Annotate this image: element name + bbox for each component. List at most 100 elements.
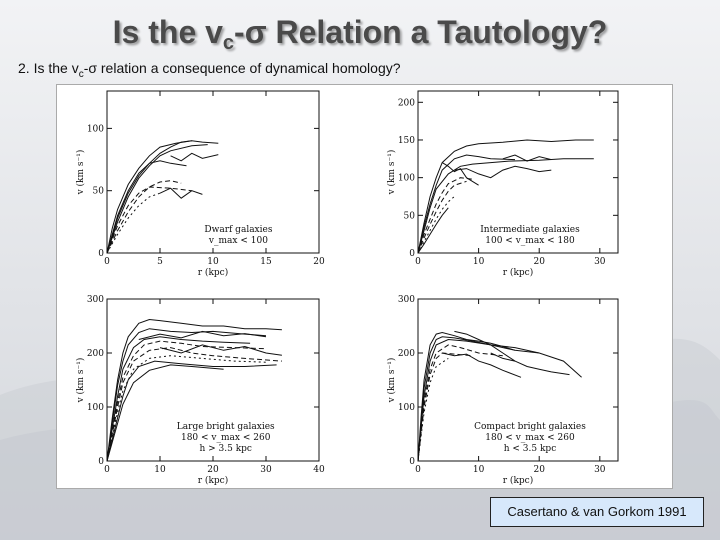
x-axis-label: r (kpc) [503, 475, 533, 486]
rotation-curve-line [417, 331, 516, 462]
x-axis-label: r (kpc) [198, 267, 228, 278]
chart-panel-1: 0 5 10 15 20 0 50 100 r (kpc) v (km s⁻¹) Dwarf gal… [75, 90, 325, 278]
x-axis-label: r (kpc) [503, 267, 533, 278]
rotation-curve-line [159, 344, 282, 356]
x-tick-label: 40 [313, 465, 325, 475]
x-tick-label: 20 [533, 465, 545, 475]
rotation-curve-line [417, 344, 503, 462]
rotation-curve-line [417, 158, 594, 254]
slide-title: Is the vc-σ Relation a Tautology? [112, 14, 608, 54]
panel-annotation: Large bright galaxies [177, 422, 275, 432]
y-tick-label: 50 [404, 211, 416, 221]
y-tick-label: 0 [409, 457, 415, 467]
rotation-curve-line [417, 139, 594, 254]
rotation-curve-line [106, 355, 267, 462]
plot-frame [417, 90, 619, 254]
y-axis-label: v (km s⁻¹) [75, 150, 86, 196]
y-tick-label: 100 [87, 124, 104, 134]
rotation-curve-line [417, 352, 473, 462]
y-axis-label: v (km s⁻¹) [386, 358, 397, 404]
y-tick-label: 0 [409, 249, 415, 259]
rotation-curves-figure: 0 5 10 15 20 0 50 100 r (kpc) v (km s⁻¹) Dwarf gal… [56, 84, 673, 489]
rotation-curve-line [442, 352, 522, 378]
x-tick-label: 20 [533, 257, 545, 267]
y-tick-label: 50 [93, 187, 105, 197]
slide-subtitle: 2. Is the vc-σ relation a consequence of… [18, 60, 401, 80]
x-tick-label: 10 [207, 257, 219, 267]
rotation-curve-line [138, 330, 267, 340]
rotation-curve-line [417, 338, 582, 462]
rotation-curve-line [417, 207, 449, 254]
x-tick-label: 30 [594, 257, 606, 267]
y-axis-label: v (km s⁻¹) [75, 358, 86, 404]
chart-panel-3: 0 10 20 30 40 0 100 200 300 r (kpc) v (km s⁻¹) Larg… [75, 295, 325, 486]
y-tick-label: 200 [398, 98, 415, 108]
rotation-curve-line [170, 152, 219, 162]
rotation-curve-line [106, 336, 251, 462]
plot-frame [417, 298, 619, 462]
rotation-curve-line [159, 187, 203, 199]
rotation-curve-line [106, 328, 267, 462]
rotation-curve-line [106, 360, 277, 462]
rotation-curve-line [106, 186, 192, 254]
panel-annotation: 180 < v_max < 260 [485, 433, 575, 443]
rotation-curve-line [417, 177, 473, 254]
y-tick-label: 300 [398, 295, 415, 305]
rotation-curve-line [106, 160, 187, 254]
rotation-curve-line [417, 180, 467, 254]
panel-annotation: 100 < v_max < 180 [485, 236, 575, 246]
x-tick-label: 10 [154, 465, 166, 475]
rotation-curve-line [106, 192, 161, 254]
x-tick-label: 20 [313, 257, 325, 267]
rotation-curve-line [490, 352, 570, 376]
x-tick-label: 30 [260, 465, 272, 475]
y-tick-label: 0 [98, 457, 104, 467]
rotation-curve-line [454, 165, 552, 179]
panel-annotation: h > 3.5 kpc [199, 444, 252, 454]
rotation-curve-line [106, 318, 282, 462]
rotation-curve-line [417, 357, 449, 462]
rotation-curve-line [454, 330, 516, 362]
y-axis-label: v (km s⁻¹) [386, 150, 397, 196]
x-axis-label: r (kpc) [198, 475, 228, 486]
rotation-curve-line [417, 154, 516, 254]
y-tick-label: 100 [87, 403, 104, 413]
x-tick-label: 20 [207, 465, 219, 475]
y-tick-label: 300 [87, 295, 104, 305]
y-tick-label: 100 [398, 403, 415, 413]
x-tick-label: 10 [473, 465, 485, 475]
rotation-curve-line [106, 347, 282, 462]
y-tick-label: 0 [98, 249, 104, 259]
y-tick-label: 150 [398, 136, 415, 146]
y-tick-label: 200 [87, 349, 104, 359]
rotation-curve-line [106, 144, 208, 254]
x-tick-label: 15 [260, 257, 272, 267]
x-tick-label: 0 [415, 465, 421, 475]
x-tick-label: 10 [473, 257, 485, 267]
rotation-curve-line [106, 340, 267, 462]
panel-annotation: 180 < v_max < 260 [181, 433, 271, 443]
rotation-curve-line [106, 180, 182, 254]
x-tick-label: 5 [157, 257, 163, 267]
rotation-curve-line [502, 154, 552, 162]
panel-annotation: Intermediate galaxies [480, 225, 580, 235]
panel-annotation: v_max < 100 [208, 236, 268, 246]
rotation-curve-line [106, 140, 192, 254]
panel-annotation: Compact bright galaxies [474, 422, 586, 432]
y-tick-label: 200 [398, 349, 415, 359]
x-tick-label: 0 [104, 257, 110, 267]
panel-annotation: Dwarf galaxies [204, 225, 272, 235]
y-tick-label: 100 [398, 174, 415, 184]
rotation-curve-line [417, 336, 540, 462]
panel-annotation: h < 3.5 kpc [504, 444, 557, 454]
x-tick-label: 0 [104, 465, 110, 475]
x-tick-label: 30 [594, 465, 606, 475]
rotation-curve-line [106, 140, 219, 254]
chart-panel-2: 0 10 20 30 0 50 100 150 200 r (kpc) v (km s⁻¹) Inte… [386, 90, 619, 278]
rotation-curve-line [106, 364, 224, 462]
citation-box: Casertano & van Gorkom 1991 [490, 497, 704, 527]
rotation-curve-line [441, 162, 479, 186]
x-tick-label: 0 [415, 257, 421, 267]
